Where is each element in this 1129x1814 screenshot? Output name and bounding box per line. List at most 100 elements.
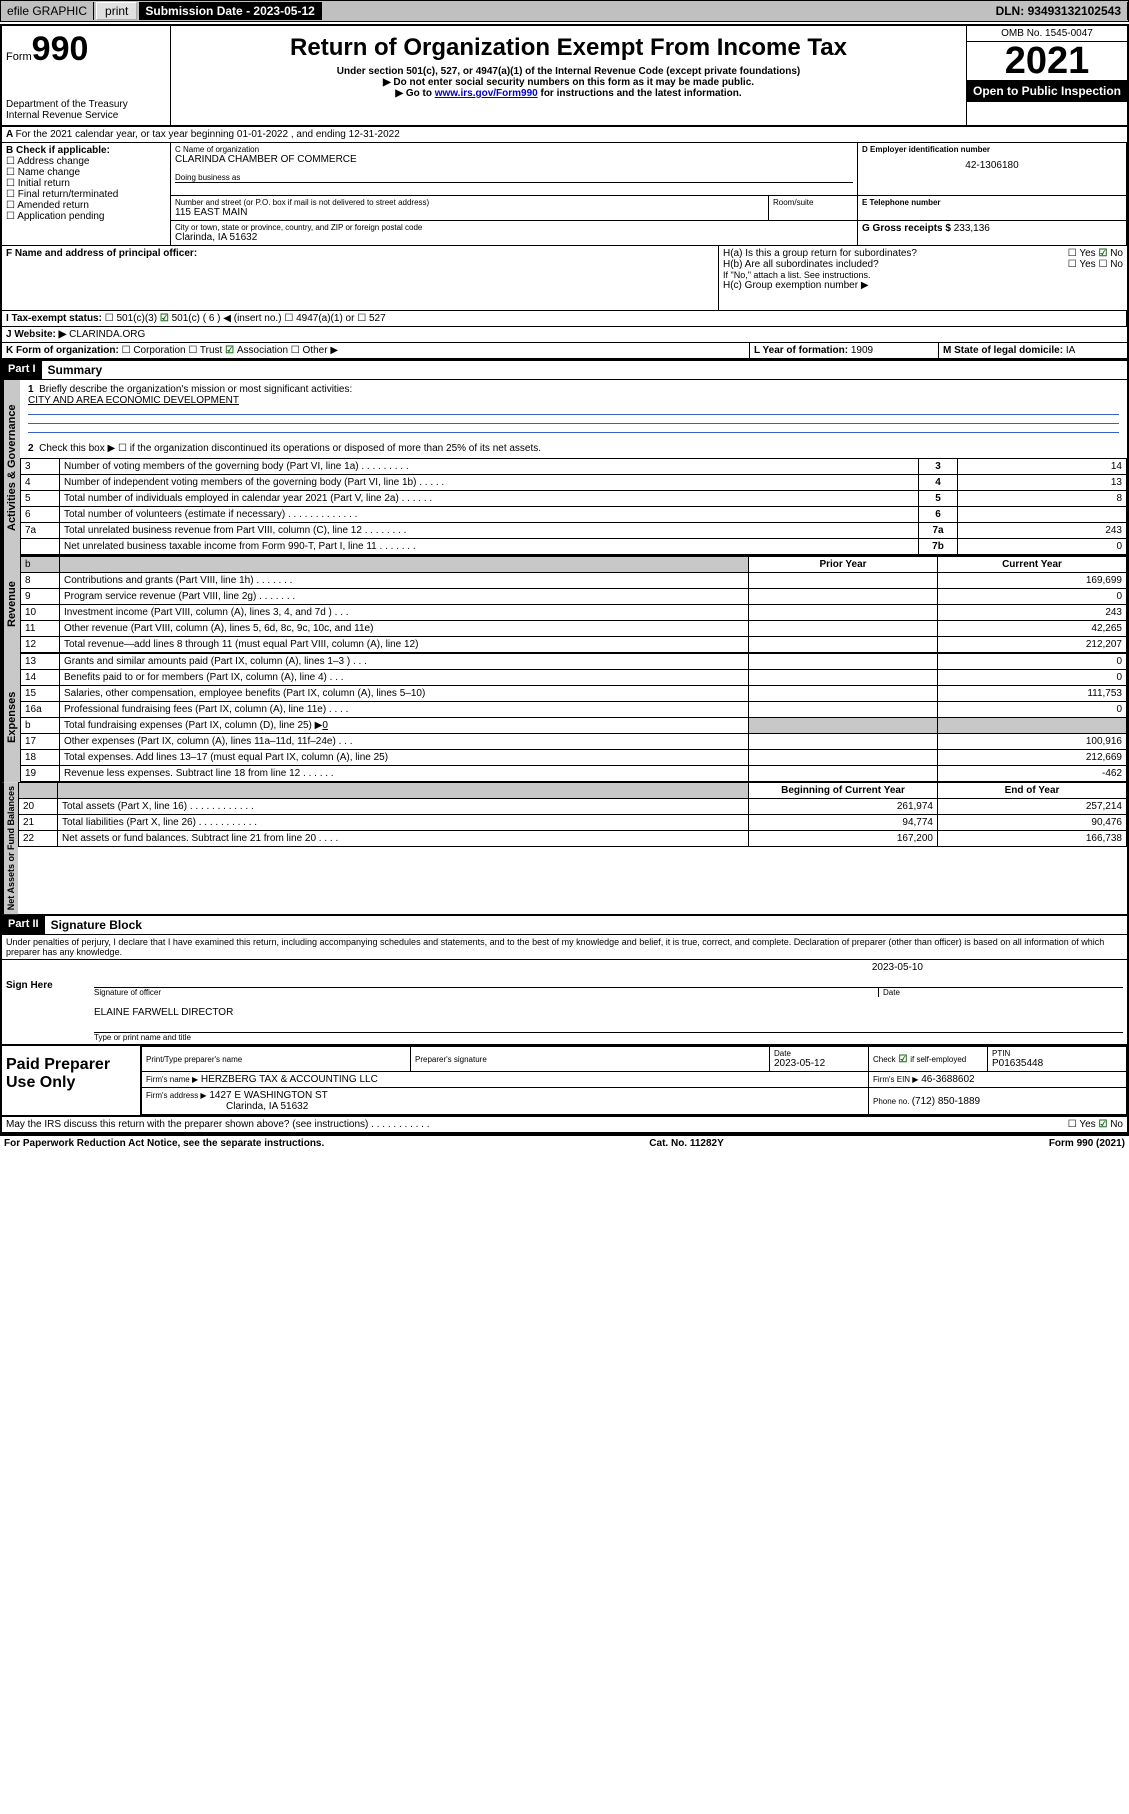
tab-governance: Activities & Governance	[2, 380, 20, 555]
form-number: Form990	[6, 30, 166, 69]
firm-ein: 46-3688602	[921, 1074, 974, 1085]
form-footer: Form 990 (2021)	[1049, 1138, 1125, 1149]
sign-here-label: Sign Here	[2, 960, 90, 1044]
h-note: If "No," attach a list. See instructions…	[723, 270, 1123, 280]
expenses-section: Expenses 13Grants and similar amounts pa…	[2, 653, 1127, 782]
year-formation: 1909	[851, 345, 873, 356]
q2: Check this box ▶ ☐ if the organization d…	[39, 443, 541, 454]
revenue-section: Revenue b Prior Year Current Year 8Contr…	[2, 555, 1127, 653]
open-public: Open to Public Inspection	[967, 80, 1127, 102]
top-toolbar: efile GRAPHIC print Submission Date - 20…	[0, 0, 1129, 22]
chk-self-employed[interactable]	[898, 1054, 910, 1065]
subtitle-1: Under section 501(c), 527, or 4947(a)(1)…	[179, 66, 958, 77]
chk-initial-return[interactable]: Initial return	[6, 178, 166, 189]
f-h-block: F Name and address of principal officer:…	[2, 246, 1127, 311]
chk-assoc[interactable]: Association	[225, 345, 288, 356]
chk-4947[interactable]: 4947(a)(1) or	[284, 313, 354, 324]
discuss-question: May the IRS discuss this return with the…	[6, 1119, 1068, 1130]
b-label: B Check if applicable:	[6, 145, 166, 156]
prep-name-label: Print/Type preparer's name	[146, 1055, 406, 1064]
dept-treasury: Department of the Treasury	[6, 99, 166, 110]
sig-officer-label: Signature of officer	[94, 988, 878, 997]
city-label: City or town, state or province, country…	[175, 223, 853, 232]
identity-block: B Check if applicable: Address change Na…	[2, 143, 1127, 246]
prep-sig-label: Preparer's signature	[415, 1055, 765, 1064]
tax-year: 2021	[967, 42, 1127, 80]
chk-application-pending[interactable]: Application pending	[6, 211, 166, 222]
part1-title: Summary	[42, 361, 109, 379]
form-title: Return of Organization Exempt From Incom…	[179, 34, 958, 62]
ptin-label: PTIN	[992, 1049, 1122, 1058]
e-label: E Telephone number	[862, 198, 1122, 207]
tab-expenses: Expenses	[2, 653, 20, 782]
street: 115 EAST MAIN	[175, 207, 764, 218]
street-label: Number and street (or P.O. box if mail i…	[175, 198, 764, 207]
chk-trust[interactable]: Trust	[188, 345, 222, 356]
prep-date: 2023-05-12	[774, 1058, 864, 1069]
subtitle-3: ▶ Go to www.irs.gov/Form990 for instruct…	[179, 88, 958, 99]
k-label: K Form of organization:	[6, 345, 119, 356]
dln: DLN: 93493132102543	[990, 2, 1128, 20]
officer-name-label: Type or print name and title	[94, 1032, 1123, 1042]
firm-addr1: 1427 E WASHINGTON ST	[209, 1090, 327, 1101]
tab-net-assets: Net Assets or Fund Balances	[2, 782, 18, 914]
d-label: D Employer identification number	[862, 145, 1122, 154]
website: CLARINDA.ORG	[69, 329, 145, 340]
form-header: Form990 Department of the Treasury Inter…	[2, 26, 1127, 127]
org-name: CLARINDA CHAMBER OF COMMERCE	[175, 154, 853, 165]
l-label: L Year of formation:	[754, 345, 851, 356]
part1-body: Activities & Governance 1 Briefly descri…	[2, 380, 1127, 555]
city: Clarinda, IA 51632	[175, 232, 853, 243]
ein: 42-1306180	[862, 154, 1122, 177]
chk-corp[interactable]: Corporation	[122, 345, 186, 356]
chk-527[interactable]: 527	[357, 313, 385, 324]
h-a: H(a) Is this a group return for subordin…	[723, 248, 1123, 259]
chk-501c3[interactable]: 501(c)(3)	[105, 313, 157, 324]
chk-501c[interactable]: 501(c) ( 6 ) ◀ (insert no.)	[160, 313, 282, 324]
m-label: M State of legal domicile:	[943, 345, 1066, 356]
tab-revenue: Revenue	[2, 555, 20, 653]
cat-no: Cat. No. 11282Y	[649, 1138, 723, 1149]
declaration: Under penalties of perjury, I declare th…	[2, 935, 1127, 960]
h-b: H(b) Are all subordinates included? Yes …	[723, 259, 1123, 270]
i-label: I Tax-exempt status:	[6, 313, 102, 324]
paid-preparer-label: Paid Preparer Use Only	[2, 1046, 140, 1115]
chk-name-change[interactable]: Name change	[6, 167, 166, 178]
chk-final-return[interactable]: Final return/terminated	[6, 189, 166, 200]
chk-address-change[interactable]: Address change	[6, 156, 166, 167]
net-assets-section: Net Assets or Fund Balances Beginning of…	[2, 782, 1127, 914]
q1: Briefly describe the organization's miss…	[39, 384, 352, 395]
firm-addr2: Clarinda, IA 51632	[226, 1101, 308, 1112]
line-a: A For the 2021 calendar year, or tax yea…	[2, 127, 1127, 143]
submission-date: Submission Date - 2023-05-12	[139, 2, 321, 20]
state-domicile: IA	[1066, 345, 1075, 356]
room-label: Room/suite	[773, 198, 853, 207]
mission: CITY AND AREA ECONOMIC DEVELOPMENT	[28, 395, 1119, 406]
officer-name: ELAINE FARWELL DIRECTOR	[94, 1007, 1123, 1018]
c-name-label: C Name of organization	[175, 145, 853, 154]
sig-date-label: Date	[878, 988, 1123, 997]
irs-label: Internal Revenue Service	[6, 110, 166, 121]
dba-label: Doing business as	[175, 173, 853, 182]
discuss-yes[interactable]: Yes	[1068, 1119, 1096, 1130]
prep-date-label: Date	[774, 1049, 864, 1058]
sign-date: 2023-05-10	[94, 962, 1123, 973]
pra-notice: For Paperwork Reduction Act Notice, see …	[4, 1138, 324, 1149]
chk-other[interactable]: Other ▶	[291, 345, 338, 356]
irs-link[interactable]: www.irs.gov/Form990	[435, 88, 538, 99]
f-label: F Name and address of principal officer:	[6, 248, 197, 259]
discuss-no[interactable]: No	[1098, 1119, 1123, 1130]
j-label: J Website: ▶	[6, 329, 66, 340]
part2-title: Signature Block	[45, 916, 148, 934]
ptin: P01635448	[992, 1058, 1122, 1069]
form-container: Form990 Department of the Treasury Inter…	[0, 24, 1129, 1136]
firm-phone: (712) 850-1889	[912, 1096, 980, 1107]
print-button[interactable]: print	[96, 2, 137, 20]
part1-header: Part I	[2, 361, 42, 379]
h-c: H(c) Group exemption number ▶	[723, 280, 1123, 291]
chk-amended-return[interactable]: Amended return	[6, 200, 166, 211]
gross-receipts: 233,136	[954, 223, 990, 234]
firm-name: HERZBERG TAX & ACCOUNTING LLC	[201, 1074, 378, 1085]
g-label: G Gross receipts $	[862, 223, 954, 234]
efile-label: efile GRAPHIC	[1, 2, 94, 20]
